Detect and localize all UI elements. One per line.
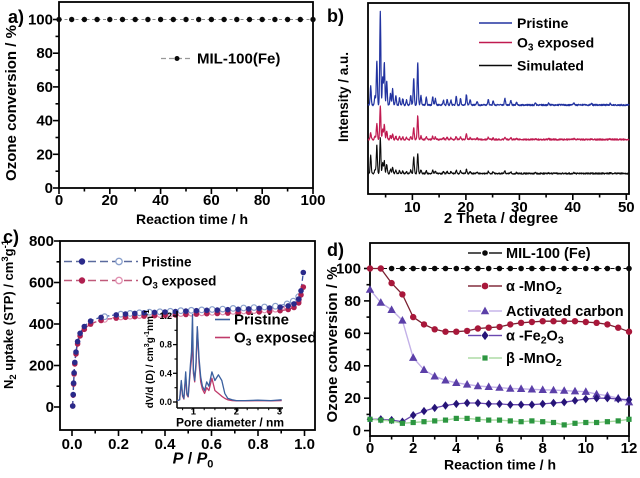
svg-text:0.0: 0.0 <box>62 436 83 453</box>
svg-text:12: 12 <box>621 440 638 457</box>
svg-text:80: 80 <box>344 293 361 310</box>
svg-text:100: 100 <box>300 192 325 209</box>
svg-text:P / P0: P / P0 <box>173 451 214 471</box>
svg-text:Ozone conversion / %: Ozone conversion / % <box>324 267 341 423</box>
svg-text:50: 50 <box>618 199 635 216</box>
svg-text:0.2: 0.2 <box>108 436 129 453</box>
svg-text:1: 1 <box>191 407 197 418</box>
svg-text:80: 80 <box>254 192 271 209</box>
svg-text:Activated carbon: Activated carbon <box>506 304 624 320</box>
svg-text:dV/d (D) / cm3g-1nm-1: dV/d (D) / cm3g-1nm-1 <box>144 310 156 409</box>
svg-text:MIL-100 (Fe): MIL-100 (Fe) <box>506 246 591 262</box>
svg-text:20: 20 <box>344 390 361 407</box>
svg-text:40: 40 <box>344 358 361 375</box>
svg-text:α -MnO2: α -MnO2 <box>506 279 562 297</box>
svg-text:O3 exposed: O3 exposed <box>517 35 594 54</box>
svg-text:a): a) <box>8 7 24 27</box>
svg-text:8: 8 <box>539 440 547 457</box>
svg-text:0: 0 <box>353 423 361 440</box>
svg-text:0.0: 0.0 <box>159 397 172 407</box>
svg-text:60: 60 <box>344 325 361 342</box>
svg-text:0.4: 0.4 <box>155 436 177 453</box>
svg-text:40: 40 <box>152 192 169 209</box>
svg-text:O3 exposed: O3 exposed <box>142 274 216 292</box>
svg-text:d): d) <box>327 240 344 260</box>
svg-text:4: 4 <box>452 440 461 457</box>
svg-text:20: 20 <box>101 192 118 209</box>
svg-text:Pristine: Pristine <box>517 15 569 31</box>
svg-text:α -Fe2O3: α -Fe2O3 <box>506 329 564 347</box>
svg-text:Ozone conversion / %: Ozone conversion / % <box>3 25 20 181</box>
svg-text:60: 60 <box>36 79 53 96</box>
svg-text:2: 2 <box>409 440 417 457</box>
svg-text:1.0: 1.0 <box>294 436 315 453</box>
svg-text:3: 3 <box>277 407 282 418</box>
svg-text:60: 60 <box>203 192 220 209</box>
svg-text:1.2: 1.2 <box>159 311 172 321</box>
svg-text:10: 10 <box>577 440 594 457</box>
svg-text:40: 40 <box>564 199 581 216</box>
svg-text:100: 100 <box>336 261 361 278</box>
svg-text:0: 0 <box>55 192 63 209</box>
svg-text:2: 2 <box>234 407 239 418</box>
svg-text:600: 600 <box>29 275 54 292</box>
svg-text:β -MnO2: β -MnO2 <box>506 351 562 369</box>
svg-text:10: 10 <box>404 199 421 216</box>
svg-text:MIL-100(Fe): MIL-100(Fe) <box>197 51 280 68</box>
svg-text:400: 400 <box>29 316 54 333</box>
svg-text:80: 80 <box>36 45 53 62</box>
svg-text:20: 20 <box>36 146 53 163</box>
svg-text:0.6: 0.6 <box>201 436 222 453</box>
svg-text:800: 800 <box>29 233 54 250</box>
svg-text:O3 exposed: O3 exposed <box>234 330 317 349</box>
svg-text:0: 0 <box>45 180 53 197</box>
svg-text:6: 6 <box>495 440 503 457</box>
svg-text:0.8: 0.8 <box>248 436 269 453</box>
svg-text:Reaction time / h: Reaction time / h <box>136 211 248 227</box>
svg-text:Pristine: Pristine <box>142 255 192 270</box>
svg-text:Pristine: Pristine <box>234 312 289 329</box>
svg-text:0: 0 <box>366 440 374 457</box>
svg-text:Reaction time / h: Reaction time / h <box>444 457 556 473</box>
svg-text:40: 40 <box>36 113 53 130</box>
svg-text:20: 20 <box>458 199 475 216</box>
svg-text:c): c) <box>3 227 19 247</box>
svg-text:Pore diameter / nm: Pore diameter / nm <box>176 416 284 430</box>
svg-text:0.8: 0.8 <box>159 340 172 350</box>
svg-text:N2 uptake (STP) / cm3g-1: N2 uptake (STP) / cm3g-1 <box>0 239 19 389</box>
svg-text:30: 30 <box>511 199 528 216</box>
svg-text:200: 200 <box>29 358 54 375</box>
svg-text:2 Theta / degree: 2 Theta / degree <box>444 210 558 227</box>
svg-text:0.4: 0.4 <box>159 368 172 378</box>
svg-text:100: 100 <box>28 12 53 29</box>
svg-text:Intensity / a.u.: Intensity / a.u. <box>336 52 351 142</box>
svg-text:Simulated: Simulated <box>517 58 584 74</box>
svg-text:0: 0 <box>46 399 54 416</box>
svg-text:b): b) <box>327 6 344 26</box>
